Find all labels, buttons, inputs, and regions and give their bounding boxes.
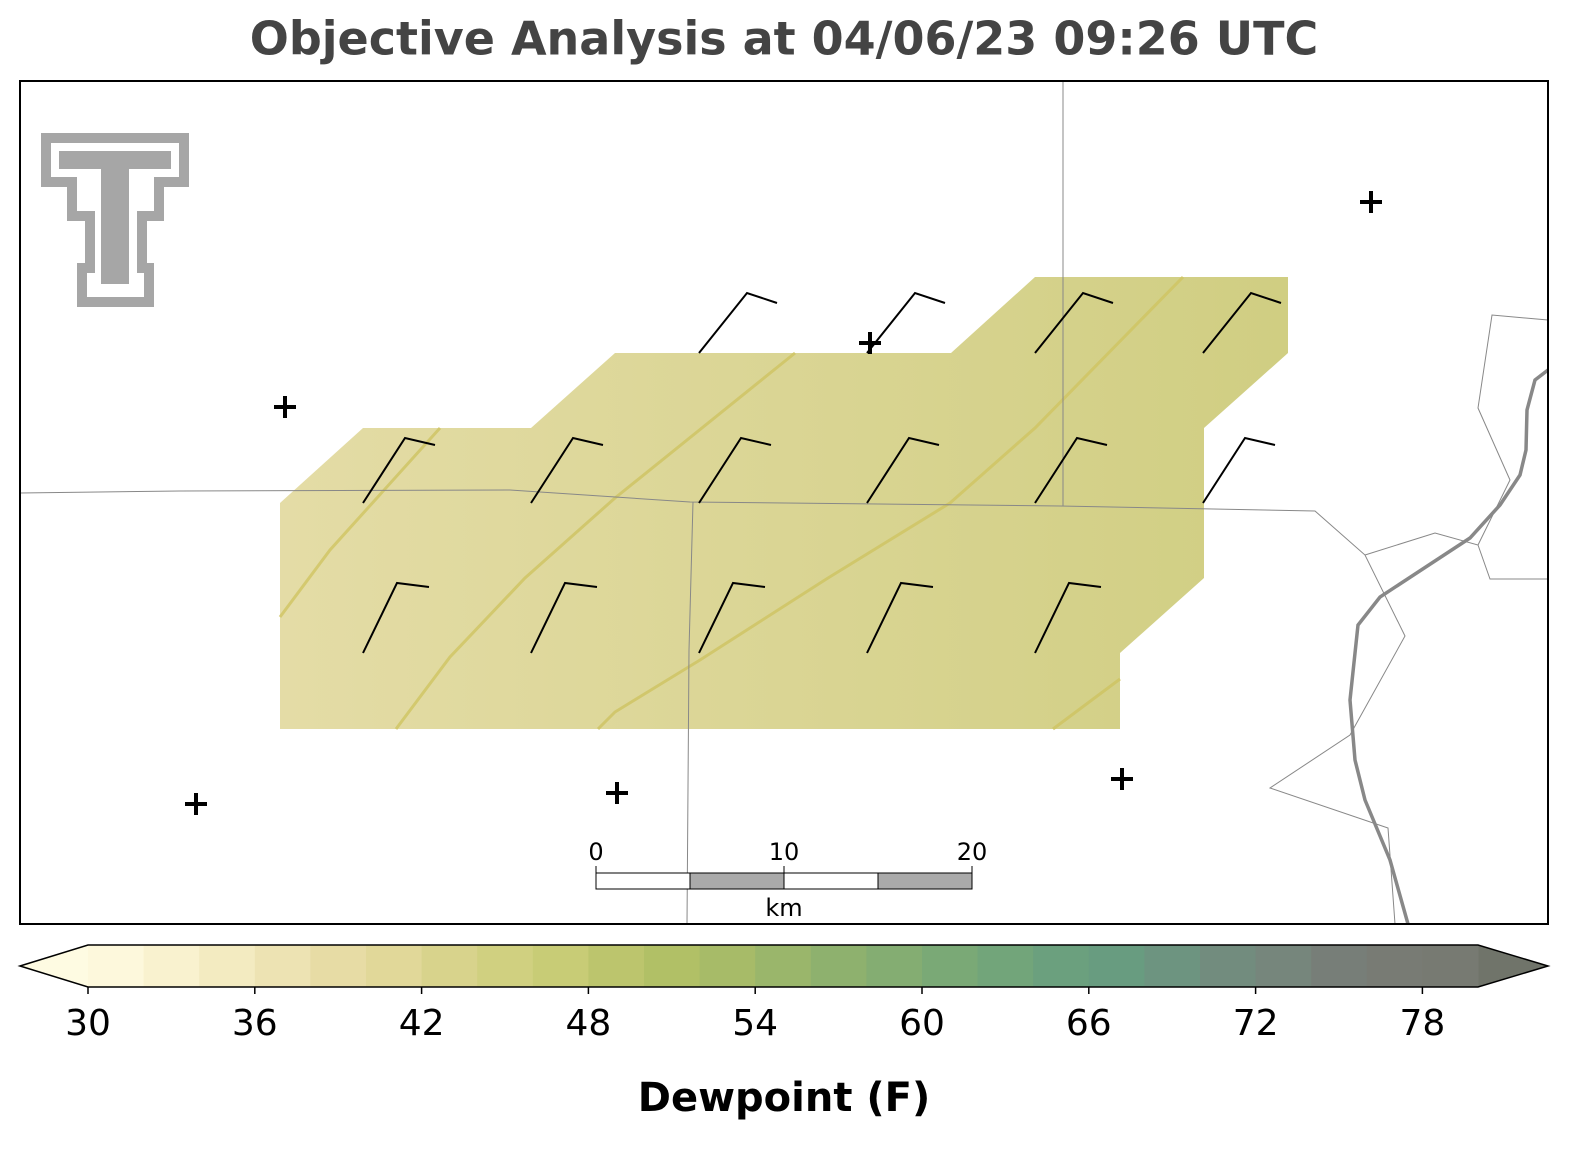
colorbar-bin: [644, 945, 701, 987]
colorbar-bin: [1311, 945, 1368, 987]
colorbar-bin: [254, 945, 311, 987]
wind-barb: [866, 436, 940, 504]
colorbar-bin: [310, 945, 367, 987]
scale-segment: [877, 872, 973, 890]
station-marker: [185, 793, 207, 815]
colorbar-bin: [143, 945, 200, 987]
colorbar-bin: [699, 945, 756, 987]
title: Objective Analysis at 04/06/23 09:26 UTC: [250, 12, 1319, 66]
colorbar-tick-label: 42: [399, 1003, 445, 1044]
colorbar-tick-label: 36: [232, 1003, 278, 1044]
colorbar-over: [1478, 945, 1548, 987]
wind-barb: [866, 291, 946, 354]
colorbar-bin: [755, 945, 812, 987]
wind-barbs: [362, 291, 1282, 654]
wind-barb: [362, 581, 430, 654]
colorbar-bin: [1366, 945, 1423, 987]
colorbar-bin: [88, 945, 145, 987]
colorbar-tick-label: 30: [65, 1003, 111, 1044]
colorbar-under: [20, 945, 88, 987]
wind-barb: [866, 581, 934, 654]
wind-barb: [698, 581, 766, 654]
colorbar-tick-label: 72: [1233, 1003, 1279, 1044]
station-marker: [606, 782, 628, 804]
stations: [185, 191, 1382, 815]
colorbar: 30 36 42 48 54 60 66 72 78: [17, 944, 1551, 1044]
colorbar-tick-label: 54: [732, 1003, 778, 1044]
scale-segment: [595, 872, 691, 890]
colorbar-bin: [366, 945, 423, 987]
colorbar-bin: [1033, 945, 1090, 987]
wind-barb: [698, 436, 772, 504]
wind-barb: [1034, 436, 1108, 504]
colorbar-bin: [1255, 945, 1312, 987]
scale-tick-label: 10: [769, 838, 800, 866]
colorbar-bin: [810, 945, 867, 987]
scale-segment: [783, 872, 879, 890]
wind-barb: [1202, 436, 1276, 504]
station-marker: [859, 332, 881, 354]
colorbar-bin: [1422, 945, 1479, 987]
station-marker: [274, 396, 296, 418]
logo: [39, 131, 191, 309]
colorbar-tick-label: 60: [899, 1003, 945, 1044]
colorbar-bin: [1200, 945, 1257, 987]
colorbar-bin: [421, 945, 478, 987]
colorbar-bin: [922, 945, 979, 987]
station-marker: [1360, 191, 1382, 213]
colorbar-bin: [866, 945, 923, 987]
colorbar-tick-label: 66: [1066, 1003, 1112, 1044]
colorbar-bin: [1144, 945, 1201, 987]
scale-segment: [689, 872, 785, 890]
scale-unit: km: [765, 894, 802, 922]
state-line: [1348, 368, 1550, 925]
scale-tick-label: 0: [588, 838, 603, 866]
wind-barb: [1202, 291, 1282, 354]
colorbar-bin: [532, 945, 589, 987]
colorbar-bin: [477, 945, 534, 987]
colorbar-label: Dewpoint (F): [638, 1075, 931, 1121]
colorbar-bin: [199, 945, 256, 987]
colorbar-bin: [588, 945, 645, 987]
wind-barb: [1034, 291, 1114, 354]
wind-barb: [362, 436, 436, 504]
station-marker: [1111, 768, 1133, 790]
wind-barb: [530, 581, 598, 654]
wind-barb: [1034, 581, 1102, 654]
colorbar-bin: [1088, 945, 1145, 987]
contours: [278, 275, 1185, 731]
colorbar-tick-label: 48: [565, 1003, 611, 1044]
map: [19, 80, 1550, 925]
colorbar-bin: [977, 945, 1034, 987]
colorbar-tick-label: 78: [1399, 1003, 1445, 1044]
scale-bar: km 0 10 20: [588, 838, 987, 922]
wind-barb: [698, 291, 778, 354]
wind-barb: [530, 436, 604, 504]
county-lines: [19, 81, 1549, 925]
scale-tick-label: 20: [957, 838, 988, 866]
